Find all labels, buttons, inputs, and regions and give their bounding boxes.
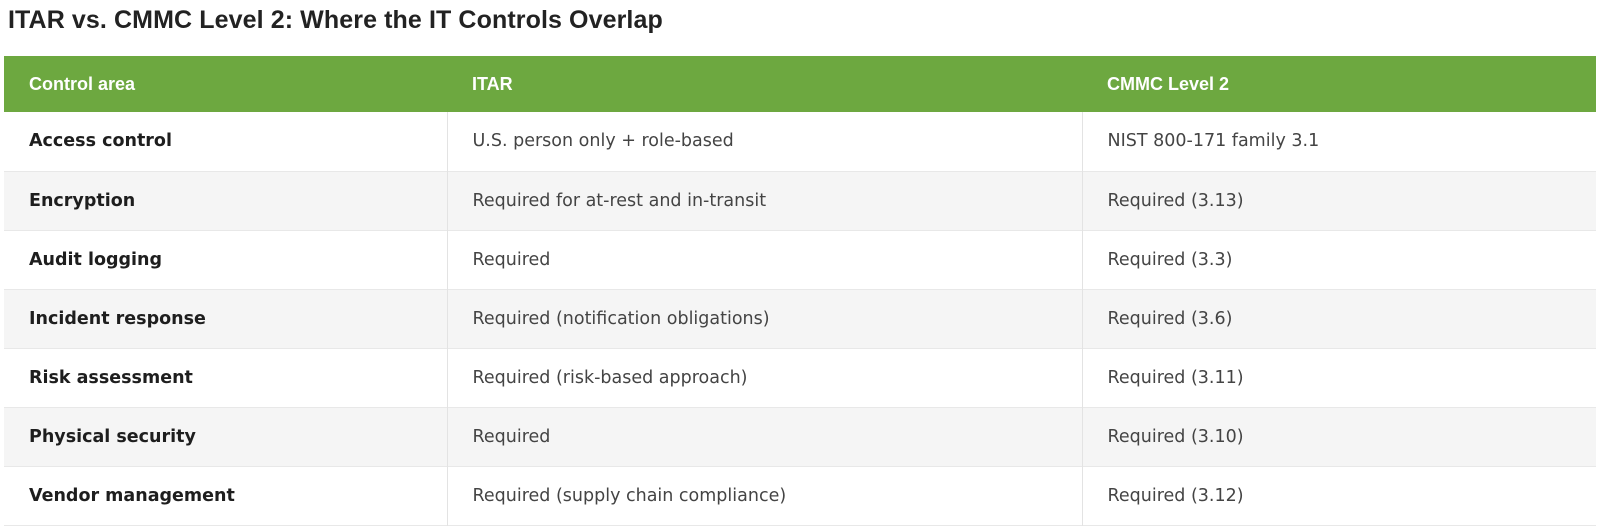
- table-row: Risk assessment Required (risk-based app…: [4, 348, 1596, 407]
- table-row: Audit logging Required Required (3.3): [4, 230, 1596, 289]
- cmmc-cell: Required (3.6): [1081, 289, 1596, 348]
- header-control-area: Control area: [29, 73, 136, 94]
- control-area-cell: Risk assessment: [29, 367, 193, 388]
- itar-cell: Required (supply chain compliance): [446, 466, 1082, 525]
- itar-cell: Required (risk-based approach): [446, 348, 1082, 407]
- itar-cell: Required: [446, 407, 1082, 466]
- cmmc-cell: Required (3.3): [1081, 230, 1596, 289]
- control-area-cell: Encryption: [29, 190, 136, 211]
- comparison-table: Control area ITAR CMMC Level 2 Access co…: [4, 56, 1596, 526]
- cmmc-cell: Required (3.12): [1081, 466, 1596, 525]
- table-row: Vendor management Required (supply chain…: [4, 466, 1596, 525]
- table-body: Access control U.S. person only + role-b…: [4, 112, 1596, 525]
- page-title: ITAR vs. CMMC Level 2: Where the IT Cont…: [8, 6, 663, 34]
- table-row: Access control U.S. person only + role-b…: [4, 112, 1596, 171]
- itar-cell: Required: [446, 230, 1082, 289]
- table-row: Physical security Required Required (3.1…: [4, 407, 1596, 466]
- itar-cell: Required for at-rest and in-transit: [446, 171, 1082, 230]
- control-area-cell: Access control: [29, 131, 172, 152]
- cmmc-cell: Required (3.13): [1081, 171, 1596, 230]
- table-row: Encryption Required for at-rest and in-t…: [4, 171, 1596, 230]
- control-area-cell: Audit logging: [29, 249, 163, 270]
- control-area-cell: Incident response: [29, 308, 206, 329]
- cmmc-cell: Required (3.10): [1081, 407, 1596, 466]
- cmmc-cell: NIST 800-171 family 3.1: [1081, 112, 1596, 171]
- control-area-cell: Vendor management: [29, 485, 235, 506]
- header-cmmc-level-2: CMMC Level 2: [1107, 73, 1230, 94]
- itar-cell: Required (notification obligations): [446, 289, 1082, 348]
- table-row: Incident response Required (notification…: [4, 289, 1596, 348]
- table-header: Control area ITAR CMMC Level 2: [4, 56, 1596, 112]
- header-row: Control area ITAR CMMC Level 2: [4, 56, 1596, 112]
- cmmc-cell: Required (3.11): [1081, 348, 1596, 407]
- header-itar: ITAR: [472, 73, 513, 94]
- control-area-cell: Physical security: [29, 426, 196, 447]
- itar-cell: U.S. person only + role-based: [446, 112, 1082, 171]
